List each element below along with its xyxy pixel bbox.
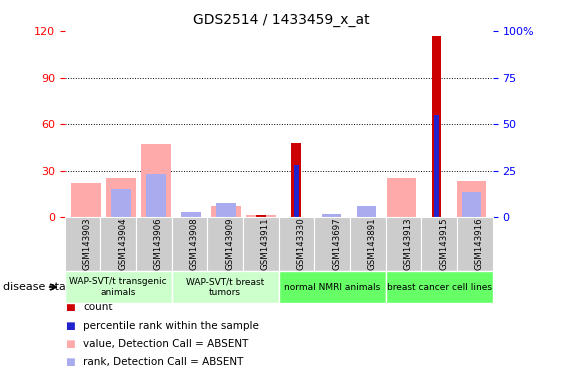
Text: count: count	[83, 302, 113, 312]
Text: GSM143908: GSM143908	[190, 217, 199, 270]
Bar	[246, 215, 276, 217]
Bar	[146, 174, 166, 217]
Bar	[462, 192, 481, 217]
Bar	[434, 115, 439, 217]
Bar	[141, 144, 171, 217]
Text: ■: ■	[65, 339, 74, 349]
Text: breast cancer cell lines: breast cancer cell lines	[387, 283, 491, 291]
Text: GSM143913: GSM143913	[404, 217, 413, 270]
Text: GSM143911: GSM143911	[261, 217, 270, 270]
Text: percentile rank within the sample: percentile rank within the sample	[83, 321, 259, 331]
Bar	[457, 181, 486, 217]
Text: GSM143903: GSM143903	[83, 217, 92, 270]
Text: GSM143697: GSM143697	[332, 217, 341, 270]
Text: ■: ■	[65, 302, 74, 312]
Text: GSM143909: GSM143909	[225, 218, 234, 270]
Text: GSM143915: GSM143915	[439, 217, 448, 270]
Bar	[106, 178, 136, 217]
Bar	[321, 214, 341, 217]
Bar	[181, 212, 200, 217]
Bar	[432, 36, 441, 217]
Text: GSM143916: GSM143916	[475, 217, 484, 270]
Text: GDS2514 / 1433459_x_at: GDS2514 / 1433459_x_at	[193, 13, 370, 27]
Bar	[291, 143, 301, 217]
Bar	[357, 206, 376, 217]
Text: GSM143891: GSM143891	[368, 217, 377, 270]
Bar	[111, 189, 131, 217]
Bar	[216, 203, 236, 217]
Text: rank, Detection Call = ABSENT: rank, Detection Call = ABSENT	[83, 358, 244, 367]
Text: GSM143330: GSM143330	[297, 217, 306, 270]
Bar	[387, 178, 417, 217]
Text: GSM143906: GSM143906	[154, 217, 163, 270]
Text: normal NMRI animals: normal NMRI animals	[284, 283, 380, 291]
Bar	[294, 165, 299, 217]
Text: WAP-SVT/t breast
tumors: WAP-SVT/t breast tumors	[186, 277, 264, 297]
Text: value, Detection Call = ABSENT: value, Detection Call = ABSENT	[83, 339, 249, 349]
Text: ■: ■	[65, 358, 74, 367]
Text: ■: ■	[65, 321, 74, 331]
Bar	[211, 206, 241, 217]
Bar	[256, 215, 266, 217]
Text: GSM143904: GSM143904	[118, 217, 127, 270]
Text: disease state: disease state	[3, 282, 77, 292]
Bar	[71, 183, 101, 217]
Text: WAP-SVT/t transgenic
animals: WAP-SVT/t transgenic animals	[69, 277, 167, 297]
